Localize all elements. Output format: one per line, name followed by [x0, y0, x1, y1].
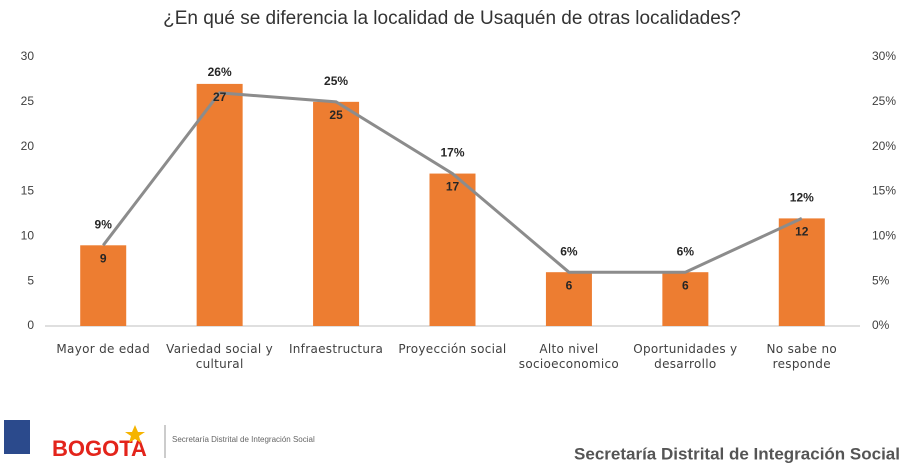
y2-tick-label: 10%	[872, 229, 896, 243]
line-label: 25%	[324, 74, 348, 88]
x-label-box: Alto nivel socioeconomico	[518, 342, 620, 371]
bar	[80, 245, 127, 326]
x-tick-label: Oportunidades y desarrollo	[633, 342, 738, 371]
y-tick-label: 25	[21, 94, 35, 108]
y-tick-label: 5	[27, 273, 34, 287]
bar-label: 9	[100, 251, 107, 265]
bar	[429, 173, 476, 326]
x-tick-label: Variedad social y cultural	[166, 342, 274, 371]
x-label-box: No sabe no responde	[766, 342, 838, 371]
bar-label: 27	[213, 90, 227, 104]
bar	[778, 218, 825, 326]
y-tick-label: 20	[21, 139, 35, 153]
bar	[313, 101, 360, 326]
bar	[662, 272, 709, 326]
chart-title: ¿En qué se diferencia la localidad de Us…	[163, 8, 741, 29]
bar-label: 6	[566, 278, 573, 292]
y2-tick-label: 0%	[872, 318, 890, 332]
bar-label: 6	[682, 278, 689, 292]
x-tick-label: Alto nivel socioeconomico	[518, 342, 620, 371]
x-label-box: Variedad social y cultural	[166, 342, 274, 371]
x-label-box: Mayor de edad	[56, 342, 150, 356]
line-label: 17%	[440, 146, 464, 160]
x-tick-label: Infraestructura	[288, 342, 384, 356]
x-label-box: Proyección social	[398, 342, 507, 356]
bar-label: 25	[329, 108, 343, 122]
y-tick-label: 10	[21, 229, 35, 243]
x-tick-label: No sabe no responde	[766, 342, 838, 371]
y-tick-label: 30	[21, 49, 35, 63]
y2-tick-label: 5%	[872, 273, 890, 287]
logo-caption: Secretaría Distrital de Integración Soci…	[172, 435, 315, 444]
bar	[196, 83, 243, 327]
line	[102, 91, 803, 274]
line-label: 12%	[790, 191, 814, 205]
x-tick-label: Proyección social	[398, 342, 507, 356]
y-tick-label: 15	[21, 184, 35, 198]
y2-tick-label: 20%	[872, 139, 896, 153]
bar	[545, 272, 592, 326]
footer: BOGOTA Secretaría Distrital de Integraci…	[4, 420, 900, 463]
y-tick-label: 0	[27, 318, 34, 332]
y2-tick-label: 15%	[872, 184, 896, 198]
line-label: 6%	[677, 244, 695, 258]
line-label: 6%	[560, 244, 578, 258]
y2-tick-label: 25%	[872, 94, 896, 108]
bar-label: 12	[795, 225, 809, 239]
star	[125, 425, 145, 443]
x-tick-label: Mayor de edad	[56, 342, 150, 356]
line-label: 9%	[95, 217, 113, 231]
crest	[4, 420, 30, 454]
entity: Secretaría Distrital de Integración Soci…	[574, 444, 900, 463]
x-label-box: Infraestructura	[288, 342, 384, 356]
line-label: 26%	[208, 65, 232, 79]
y2-tick-label: 30%	[872, 49, 896, 63]
bar-label: 17	[446, 180, 460, 194]
x-label-box: Oportunidades y desarrollo	[633, 342, 738, 371]
